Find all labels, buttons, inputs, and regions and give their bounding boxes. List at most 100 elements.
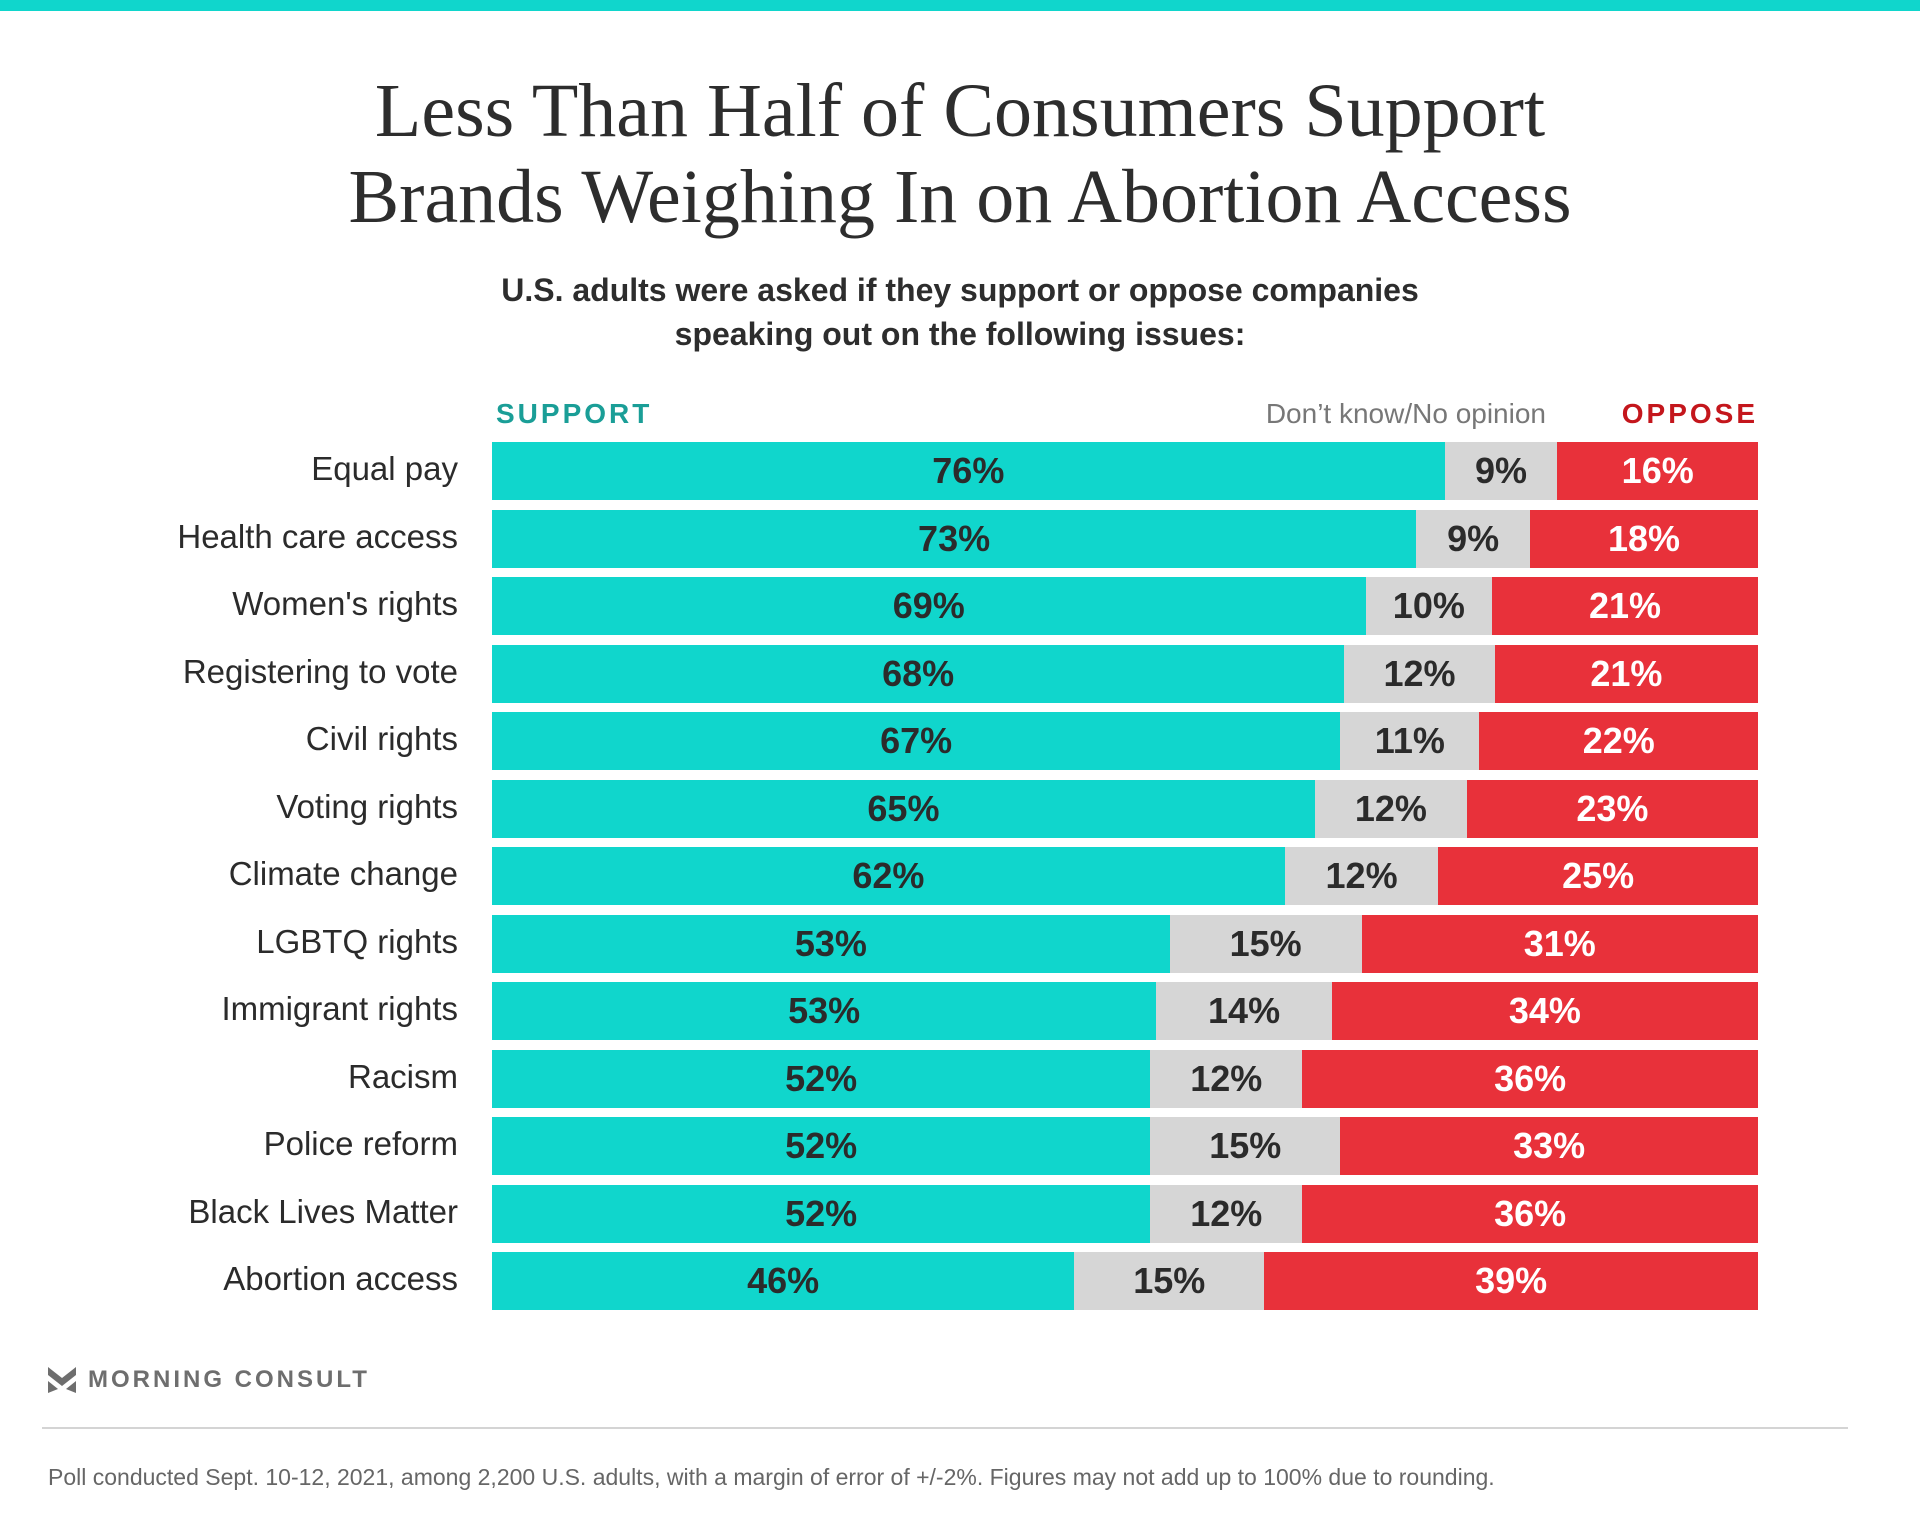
bar-segment-dont-know: 12% [1344, 644, 1495, 703]
bar-segment-support: 52% [492, 1049, 1151, 1108]
data-label: 25% [1562, 855, 1635, 896]
bar-segment-dont-know: 9% [1444, 442, 1558, 500]
category-label: Immigrant rights [221, 990, 458, 1027]
data-label: 76% [932, 450, 1005, 491]
data-label: 9% [1447, 517, 1500, 559]
bar-segment-oppose: 16% [1557, 442, 1758, 500]
subtitle-line-2: speaking out on the following issues: [674, 316, 1246, 352]
bar-segment-oppose: 33% [1340, 1117, 1758, 1175]
data-label: 22% [1582, 720, 1655, 761]
legend-support: SUPPORT [496, 398, 653, 429]
subtitle-line-1: U.S. adults were asked if they support o… [501, 272, 1419, 308]
bar-segment-support: 76% [492, 442, 1445, 500]
data-label: 65% [867, 787, 940, 829]
legend-oppose: OPPOSE [1621, 398, 1758, 429]
category-label: Registering to vote [182, 652, 458, 690]
category-label: Abortion access [223, 1260, 458, 1297]
data-label: 14% [1208, 990, 1281, 1031]
category-label: Civil rights [305, 720, 458, 757]
data-label: 11% [1374, 720, 1445, 761]
data-label: 33% [1513, 1125, 1586, 1166]
data-label: 69% [892, 585, 965, 626]
bar-segment-dont-know: 12% [1314, 779, 1467, 838]
data-label: 53% [794, 922, 867, 964]
bar-segment-oppose: 34% [1331, 982, 1758, 1040]
bar-segment-dont-know: 11% [1340, 712, 1480, 770]
bar-segment-dont-know: 15% [1074, 1252, 1265, 1310]
data-label: 16% [1621, 450, 1694, 491]
title-line-1: Less Than Half of Consumers Support [374, 69, 1546, 153]
brand-name: MORNING CONSULT [88, 1366, 370, 1393]
category-label: Police reform [263, 1125, 458, 1162]
bar-segment-support: 65% [492, 779, 1315, 838]
bar-segment-support: 73% [492, 509, 1417, 568]
bar-segment-support: 53% [492, 914, 1170, 973]
data-label: 18% [1608, 517, 1681, 559]
bar-segment-dont-know: 15% [1150, 1117, 1341, 1175]
category-label: Health care access [177, 517, 458, 555]
data-label: 67% [880, 720, 953, 761]
data-label: 52% [785, 1192, 858, 1234]
data-label: 10% [1392, 585, 1465, 626]
bar-segment-dont-know: 10% [1365, 577, 1493, 635]
bar-segment-oppose: 22% [1479, 712, 1758, 770]
data-label: 12% [1383, 652, 1456, 694]
data-label: 23% [1576, 787, 1649, 829]
chart-title: Less Than Half of Consumers Support Bran… [0, 68, 1920, 240]
data-label: 12% [1190, 1192, 1263, 1234]
data-label: 36% [1494, 1192, 1567, 1234]
category-label: Voting rights [276, 787, 458, 825]
data-label: 12% [1190, 1057, 1263, 1099]
category-label: Women's rights [232, 585, 458, 622]
data-label: 21% [1589, 585, 1662, 626]
bar-segment-oppose: 23% [1466, 779, 1758, 838]
bar-segment-oppose: 39% [1264, 1252, 1758, 1310]
data-label: 15% [1229, 922, 1302, 964]
data-label: 73% [918, 517, 991, 559]
bar-segment-dont-know: 12% [1284, 847, 1439, 905]
footnote: Poll conducted Sept. 10-12, 2021, among … [48, 1464, 1495, 1490]
bar-segment-support: 52% [492, 1184, 1151, 1243]
bar-segment-dont-know: 9% [1416, 509, 1531, 568]
bar-segment-dont-know: 12% [1150, 1184, 1303, 1243]
data-label: 52% [785, 1125, 858, 1166]
data-label: 34% [1508, 990, 1581, 1031]
data-label: 12% [1354, 787, 1427, 829]
top-accent-bar [0, 0, 1920, 11]
data-label: 46% [747, 1260, 820, 1301]
bar-segment-support: 68% [492, 644, 1345, 703]
morning-consult-logo: MORNING CONSULT [48, 1366, 370, 1394]
data-label: 21% [1590, 652, 1663, 694]
data-label: 68% [882, 652, 955, 694]
data-label: 62% [852, 855, 925, 896]
bar-segment-oppose: 36% [1302, 1184, 1758, 1243]
bar-segment-support: 52% [492, 1117, 1151, 1175]
footer-divider [42, 1427, 1848, 1429]
bar-segment-oppose: 21% [1494, 644, 1758, 703]
legend-dont-know: Don’t know/No opinion [1265, 398, 1546, 429]
title-line-2: Brands Weighing In on Abortion Access [348, 155, 1572, 239]
bar-segment-support: 46% [492, 1252, 1075, 1310]
data-label: 31% [1523, 922, 1596, 964]
bar-segment-oppose: 31% [1361, 914, 1758, 973]
category-label: Racism [347, 1057, 458, 1095]
data-label: 9% [1475, 450, 1528, 491]
bar-segment-oppose: 18% [1530, 509, 1758, 568]
bar-segment-dont-know: 12% [1150, 1049, 1303, 1108]
data-label: 39% [1475, 1260, 1548, 1301]
category-label: LGBTQ rights [256, 922, 458, 960]
bar-segment-support: 67% [492, 712, 1341, 770]
data-label: 15% [1209, 1125, 1282, 1166]
bar-segment-support: 62% [492, 847, 1285, 905]
data-label: 15% [1133, 1260, 1206, 1301]
data-label: 12% [1325, 855, 1398, 896]
category-label: Equal pay [311, 450, 458, 487]
bar-segment-dont-know: 14% [1156, 982, 1332, 1040]
bar-segment-dont-know: 15% [1169, 914, 1362, 973]
bar-segment-oppose: 21% [1492, 577, 1758, 635]
bar-segment-oppose: 36% [1302, 1049, 1758, 1108]
morning-consult-logo-icon [48, 1367, 76, 1393]
data-label: 53% [788, 990, 861, 1031]
bar-segment-oppose: 25% [1438, 847, 1758, 905]
chart-subtitle: U.S. adults were asked if they support o… [0, 268, 1920, 356]
